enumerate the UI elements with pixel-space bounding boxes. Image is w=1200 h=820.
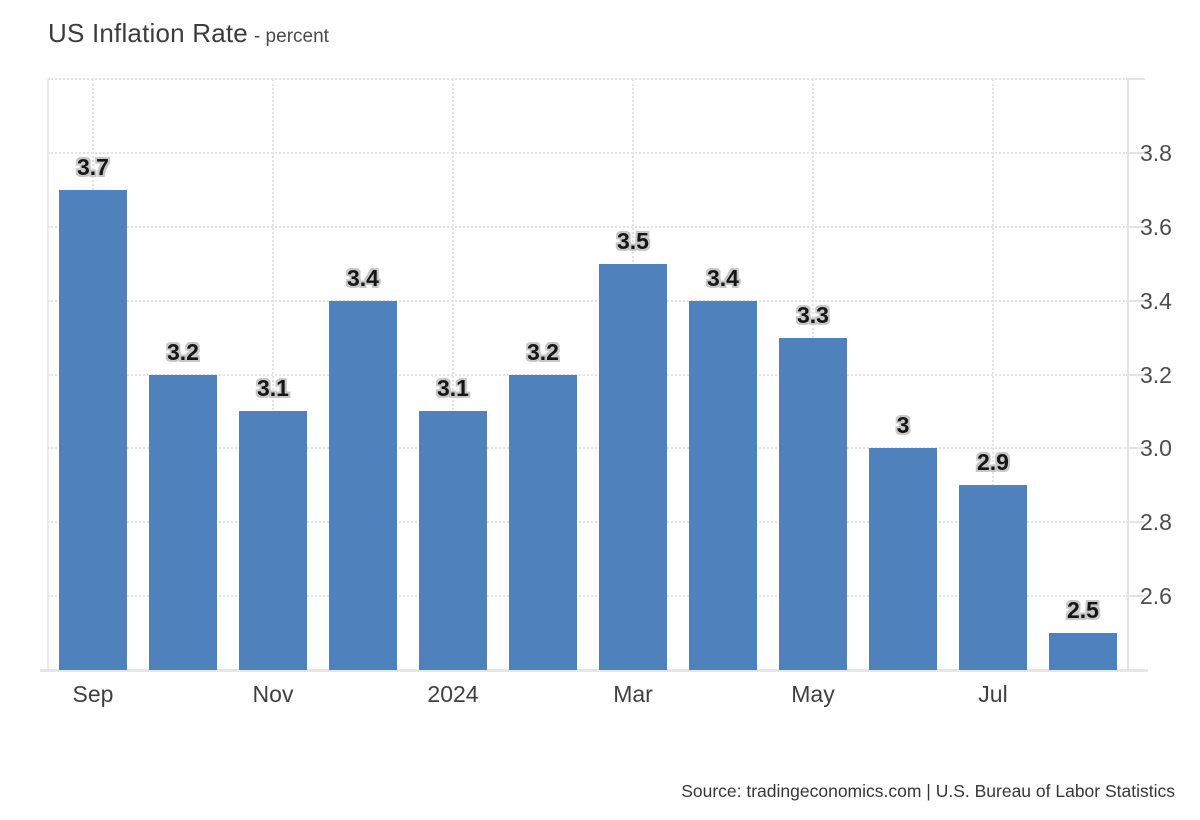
chart-subtitle: - percent	[253, 26, 329, 47]
bar-value-label: 2.5	[1067, 597, 1099, 624]
y-tick-label: 3.8	[1140, 139, 1172, 166]
bar-value-label: 3.2	[527, 338, 559, 365]
v-gridline	[452, 79, 454, 670]
y-tick-label: 3.4	[1140, 287, 1172, 314]
bar[interactable]	[959, 485, 1027, 670]
h-gridline	[48, 595, 1128, 598]
y-tick-label: 3.6	[1140, 213, 1172, 240]
v-gridline	[272, 79, 274, 670]
bar[interactable]	[779, 337, 847, 670]
h-gridline	[48, 521, 1128, 524]
h-gridline	[48, 225, 1128, 228]
y-tick-mark	[1128, 225, 1145, 228]
h-gridline	[48, 373, 1128, 376]
bar-value-label: 3.5	[617, 227, 649, 254]
y-axis-line	[1127, 79, 1129, 672]
plot-top-border	[48, 78, 1128, 80]
bar[interactable]	[419, 411, 487, 670]
v-gridline	[992, 79, 994, 670]
y-tick-label: 3.0	[1140, 435, 1172, 462]
y-tick-label: 2.6	[1140, 583, 1172, 610]
x-tick-label: May	[791, 681, 835, 707]
bar-value-label: 3	[896, 412, 910, 439]
y-tick-mark	[1128, 521, 1145, 524]
bar[interactable]	[239, 411, 307, 670]
bar-value-label: 3.1	[437, 375, 469, 402]
chart-header: US Inflation Rate - percent	[48, 18, 329, 49]
y-tick-mark	[1128, 299, 1145, 302]
bar[interactable]	[599, 263, 667, 670]
chart-title: US Inflation Rate	[48, 18, 248, 48]
y-tick-label: 3.2	[1140, 361, 1172, 388]
h-gridline	[48, 151, 1128, 154]
bar-value-label: 3.4	[347, 264, 379, 291]
bar[interactable]	[329, 300, 397, 670]
bar[interactable]	[689, 300, 757, 670]
x-tick-label: Mar	[613, 681, 653, 707]
y-tick-mark	[1128, 373, 1145, 376]
x-tick-label: 2024	[427, 681, 479, 707]
bar[interactable]	[509, 374, 577, 670]
y-tick-mark	[1128, 151, 1145, 154]
x-tick-label: Sep	[72, 681, 114, 707]
x-tick-label: Nov	[252, 681, 294, 707]
y-tick-label: 2.8	[1140, 509, 1172, 536]
bar[interactable]	[1049, 633, 1117, 670]
source-attribution: Source: tradingeconomics.com | U.S. Bure…	[681, 781, 1175, 801]
h-gridline	[48, 299, 1128, 302]
bar-value-label: 3.3	[797, 301, 829, 328]
bar-value-label: 3.1	[257, 375, 289, 402]
bar-value-label: 3.2	[167, 338, 199, 365]
y-tick-mark	[1128, 595, 1145, 598]
y-tick-mark	[1128, 78, 1145, 80]
bar-value-label: 3.4	[707, 264, 739, 291]
bar-value-label: 3.7	[77, 153, 109, 180]
bar[interactable]	[149, 374, 217, 670]
bar[interactable]	[59, 189, 127, 670]
bar[interactable]	[869, 448, 937, 670]
h-gridline	[48, 447, 1128, 450]
x-tick-label: Jul	[978, 681, 1008, 707]
bar-value-label: 2.9	[977, 449, 1009, 476]
x-axis-line	[40, 669, 1148, 672]
y-tick-mark	[1128, 447, 1145, 450]
